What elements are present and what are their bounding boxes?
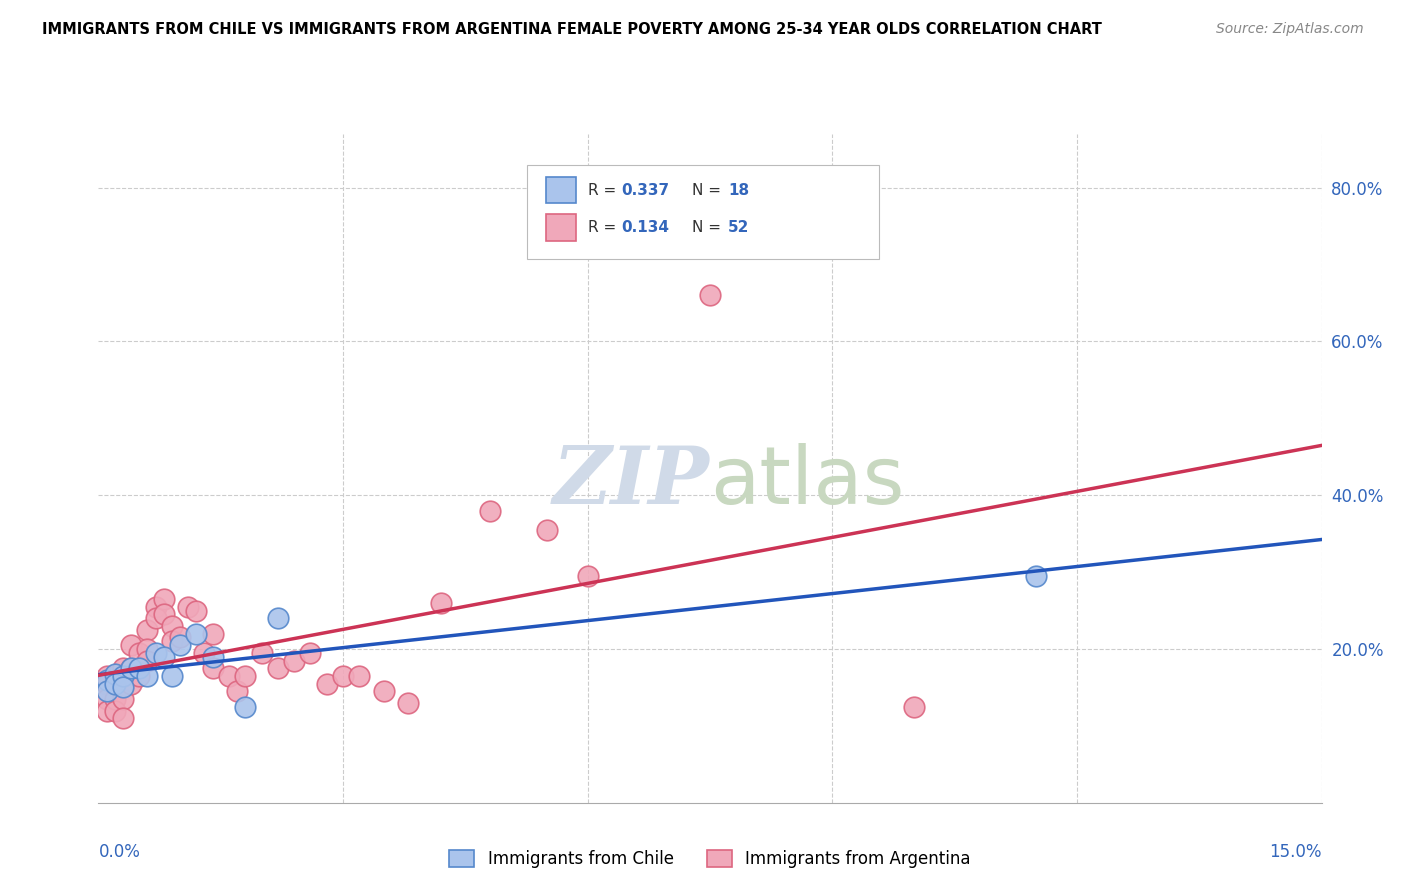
Point xyxy=(903,699,925,714)
Text: R =: R = xyxy=(588,220,621,235)
Point xyxy=(128,661,150,675)
Point xyxy=(145,599,167,614)
Text: Source: ZipAtlas.com: Source: ZipAtlas.com xyxy=(1216,22,1364,37)
Point xyxy=(111,661,134,675)
Point xyxy=(699,288,721,302)
Point xyxy=(177,599,200,614)
Point xyxy=(160,669,183,683)
Point xyxy=(136,654,159,668)
Text: 0.0%: 0.0% xyxy=(98,843,141,861)
Point xyxy=(96,676,118,690)
Point xyxy=(104,704,127,718)
Point xyxy=(96,704,118,718)
Point xyxy=(111,676,134,690)
Point xyxy=(233,699,256,714)
Point xyxy=(373,684,395,698)
Point xyxy=(478,503,501,517)
Point xyxy=(250,646,273,660)
Point xyxy=(104,666,127,681)
Point xyxy=(226,684,249,698)
Point xyxy=(430,596,453,610)
Point xyxy=(120,661,142,675)
Point xyxy=(145,611,167,625)
Point xyxy=(332,669,354,683)
Point xyxy=(136,642,159,657)
Point xyxy=(136,669,159,683)
Point xyxy=(160,634,183,648)
Point xyxy=(160,619,183,633)
Point xyxy=(111,681,134,695)
Point xyxy=(111,669,134,683)
Point xyxy=(201,626,224,640)
Text: atlas: atlas xyxy=(710,442,904,521)
Point xyxy=(201,661,224,675)
Point xyxy=(152,592,174,607)
Text: 0.134: 0.134 xyxy=(621,220,669,235)
Point xyxy=(104,669,127,683)
Legend: Immigrants from Chile, Immigrants from Argentina: Immigrants from Chile, Immigrants from A… xyxy=(443,843,977,875)
Point xyxy=(186,626,208,640)
Point xyxy=(576,569,599,583)
Point xyxy=(120,661,142,675)
Point xyxy=(186,603,208,617)
Point xyxy=(1025,569,1047,583)
Point xyxy=(96,676,118,690)
Point xyxy=(111,692,134,706)
Point xyxy=(267,611,290,625)
Point xyxy=(104,676,127,690)
Point xyxy=(349,669,371,683)
Text: 52: 52 xyxy=(728,220,749,235)
Point xyxy=(145,646,167,660)
Point xyxy=(96,669,118,683)
Text: R =: R = xyxy=(588,184,621,198)
Point xyxy=(136,623,159,637)
Text: ZIP: ZIP xyxy=(553,443,710,520)
Point xyxy=(96,684,118,698)
Point xyxy=(315,676,337,690)
Point xyxy=(218,669,240,683)
Point xyxy=(96,692,118,706)
Point xyxy=(104,692,127,706)
Point xyxy=(233,669,256,683)
Point xyxy=(169,631,191,645)
Point xyxy=(128,646,150,660)
Text: 15.0%: 15.0% xyxy=(1270,843,1322,861)
Text: 18: 18 xyxy=(728,184,749,198)
Point xyxy=(128,669,150,683)
Point xyxy=(536,523,558,537)
Point xyxy=(111,711,134,725)
Point xyxy=(96,673,118,687)
Text: IMMIGRANTS FROM CHILE VS IMMIGRANTS FROM ARGENTINA FEMALE POVERTY AMONG 25-34 YE: IMMIGRANTS FROM CHILE VS IMMIGRANTS FROM… xyxy=(42,22,1102,37)
Point xyxy=(201,649,224,664)
Point xyxy=(152,649,174,664)
Point xyxy=(193,646,215,660)
Text: N =: N = xyxy=(692,220,725,235)
Point xyxy=(152,607,174,622)
Point xyxy=(120,638,142,652)
Point xyxy=(267,661,290,675)
Point xyxy=(111,669,134,683)
Point xyxy=(299,646,322,660)
Point xyxy=(104,676,127,690)
Text: 0.337: 0.337 xyxy=(621,184,669,198)
Text: N =: N = xyxy=(692,184,725,198)
Point xyxy=(169,638,191,652)
Point xyxy=(283,654,305,668)
Point xyxy=(396,696,419,710)
Point xyxy=(120,676,142,690)
